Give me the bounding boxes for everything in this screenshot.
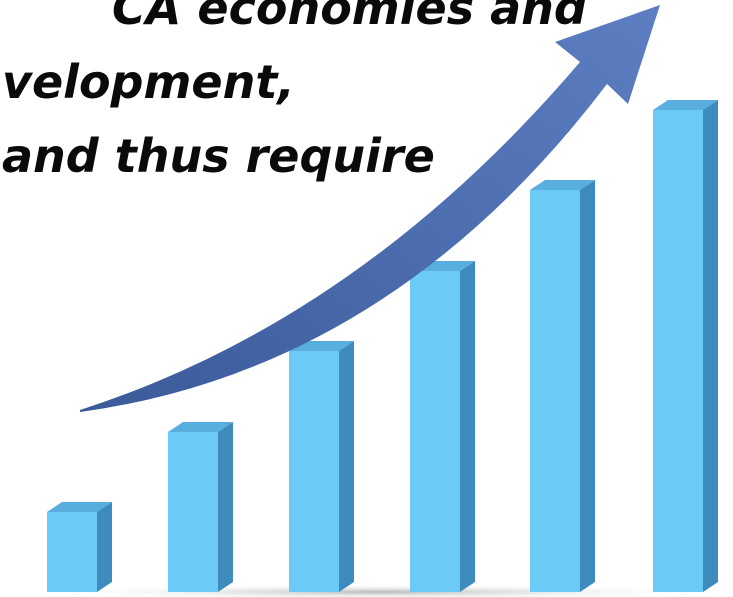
growth-arrow [80, 5, 660, 412]
bar [168, 422, 233, 592]
text-line: and thus require [2, 129, 435, 183]
bar [289, 341, 354, 592]
bar [410, 261, 475, 592]
floor-shadow [20, 584, 733, 597]
text-line: velopment, [2, 55, 295, 109]
bar [653, 100, 718, 592]
bars [47, 100, 718, 592]
bar [530, 180, 595, 592]
text-line: CA economies and [112, 0, 588, 35]
bar [47, 502, 112, 592]
